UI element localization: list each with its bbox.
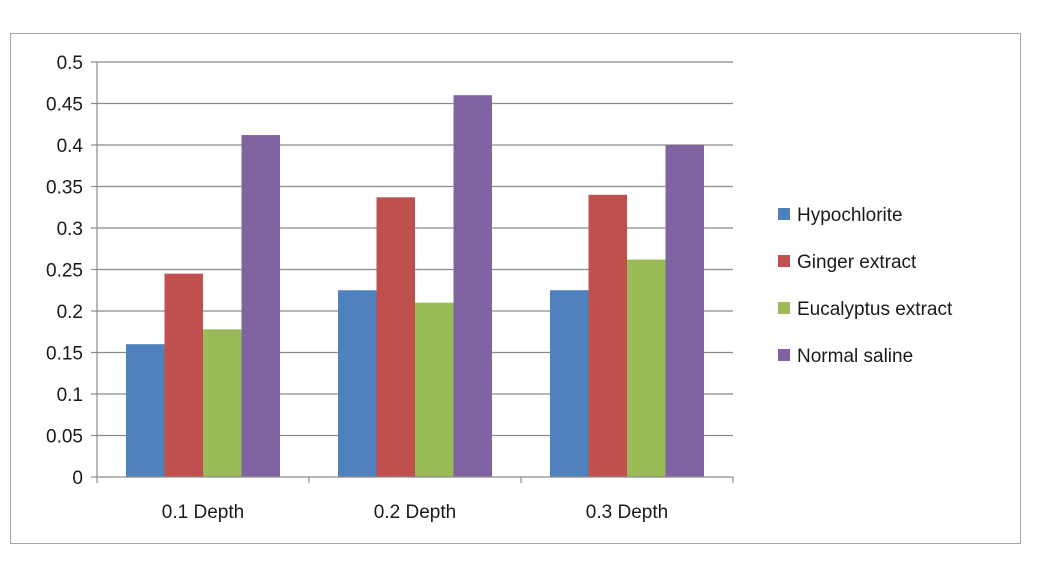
y-tick-label: 0.2 <box>57 302 83 323</box>
bar <box>550 290 589 477</box>
bar <box>415 302 454 477</box>
bar <box>203 329 242 477</box>
y-tick-label: 0.4 <box>57 136 84 157</box>
legend-swatch <box>778 255 790 267</box>
legend-label: Ginger extract <box>797 252 917 273</box>
bar <box>164 273 203 477</box>
y-tick-label: 0.5 <box>57 53 83 74</box>
legend-swatch <box>778 349 790 361</box>
legend-label: Normal saline <box>797 346 913 367</box>
y-tick-label: 0.3 <box>57 219 83 240</box>
x-tick-label: 0.3 Depth <box>586 502 668 523</box>
bar <box>241 135 280 478</box>
axes: 0 0.05 0.1 0.15 0.2 0.25 0.3 0.35 0.4 0.45 0.5 0.1 … <box>46 53 734 523</box>
y-tick-label: 0.45 <box>46 95 83 116</box>
bars <box>126 95 704 478</box>
legend-swatch <box>778 208 790 220</box>
bar <box>665 145 704 477</box>
bar <box>376 197 415 478</box>
legend-label: Eucalyptus extract <box>797 299 953 320</box>
bar <box>588 194 627 478</box>
y-tick-label: 0 <box>72 468 83 489</box>
y-tick-label: 0.15 <box>46 344 83 365</box>
x-tick-label: 0.1 Depth <box>162 502 244 523</box>
bar <box>338 290 377 477</box>
y-tick-label: 0.05 <box>46 427 83 448</box>
bar <box>627 259 666 477</box>
legend-swatch <box>778 302 790 314</box>
bar <box>126 344 165 477</box>
bar <box>453 95 492 477</box>
y-tick-label: 0.25 <box>46 261 83 282</box>
y-tick-label: 0.1 <box>57 385 83 406</box>
y-tick-label: 0.35 <box>46 178 83 199</box>
x-tick-label: 0.2 Depth <box>374 502 456 523</box>
legend-label: Hypochlorite <box>797 205 903 226</box>
legend: Hypochlorite Ginger extract Eucalyptus ext… <box>778 205 953 367</box>
